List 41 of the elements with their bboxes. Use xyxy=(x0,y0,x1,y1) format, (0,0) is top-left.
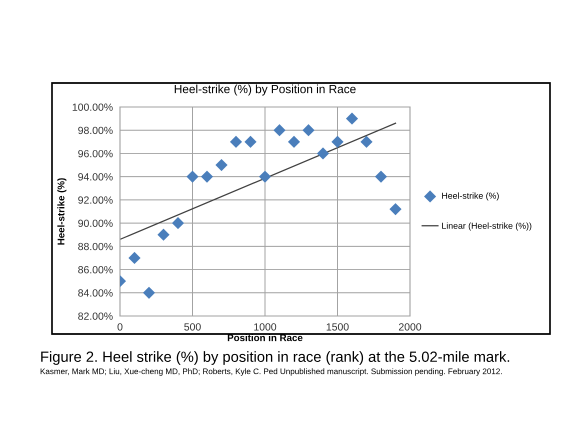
point xyxy=(273,124,286,136)
chart-title: Heel-strike (%) by Position in Race xyxy=(174,84,356,96)
y-tick-label: 90.00% xyxy=(78,220,113,227)
point xyxy=(374,170,388,183)
y-tick-label: 82.00% xyxy=(78,312,113,320)
point xyxy=(128,252,141,264)
x-tick-label: 0 xyxy=(118,323,122,331)
y-tick-label: 94.00% xyxy=(78,173,113,181)
point xyxy=(331,136,344,148)
point xyxy=(200,170,214,183)
x-axis-title: Position in Race xyxy=(228,334,302,342)
point xyxy=(186,170,199,183)
legend-label: Linear (Heel-strike (%)) xyxy=(442,222,532,231)
text: Kasmer, Mark MD; Liu, Xue-cheng MD, PhD; Roberts, Kyle C. Ped Unpublished manuscript. Submission pending. February 2012. xyxy=(40,368,502,376)
point xyxy=(142,286,156,299)
x-tick-label: 500 xyxy=(184,323,201,331)
point xyxy=(172,217,184,230)
y-axis-title: Heel-strike (%) xyxy=(57,178,66,245)
legend-label: Heel-strike (%) xyxy=(442,192,499,201)
point xyxy=(302,124,315,136)
x-tick-label: 1500 xyxy=(326,323,349,331)
caption: Figure 2. Heel strike (%) by position in race (rank) at the 5.02-mile mark. xyxy=(41,351,510,365)
x-tick-label: 1000 xyxy=(254,323,276,331)
y-tick-label: 86.00% xyxy=(78,266,113,274)
point xyxy=(360,136,373,148)
point xyxy=(157,228,170,241)
point xyxy=(244,136,257,148)
point xyxy=(316,147,330,160)
point xyxy=(389,203,402,216)
point xyxy=(215,159,228,172)
point xyxy=(258,170,272,183)
point xyxy=(346,112,358,125)
y-tick-label: 92.00% xyxy=(78,196,113,204)
y-tick-label: 96.00% xyxy=(78,150,113,158)
point xyxy=(230,136,242,148)
x-tick-label: 2000 xyxy=(398,323,422,331)
y-tick-label: 100.00% xyxy=(72,104,113,111)
y-tick-label: 98.00% xyxy=(78,126,113,134)
point xyxy=(288,136,300,148)
y-tick-label: 88.00% xyxy=(78,242,113,250)
y-tick-label: 84.00% xyxy=(78,289,113,297)
